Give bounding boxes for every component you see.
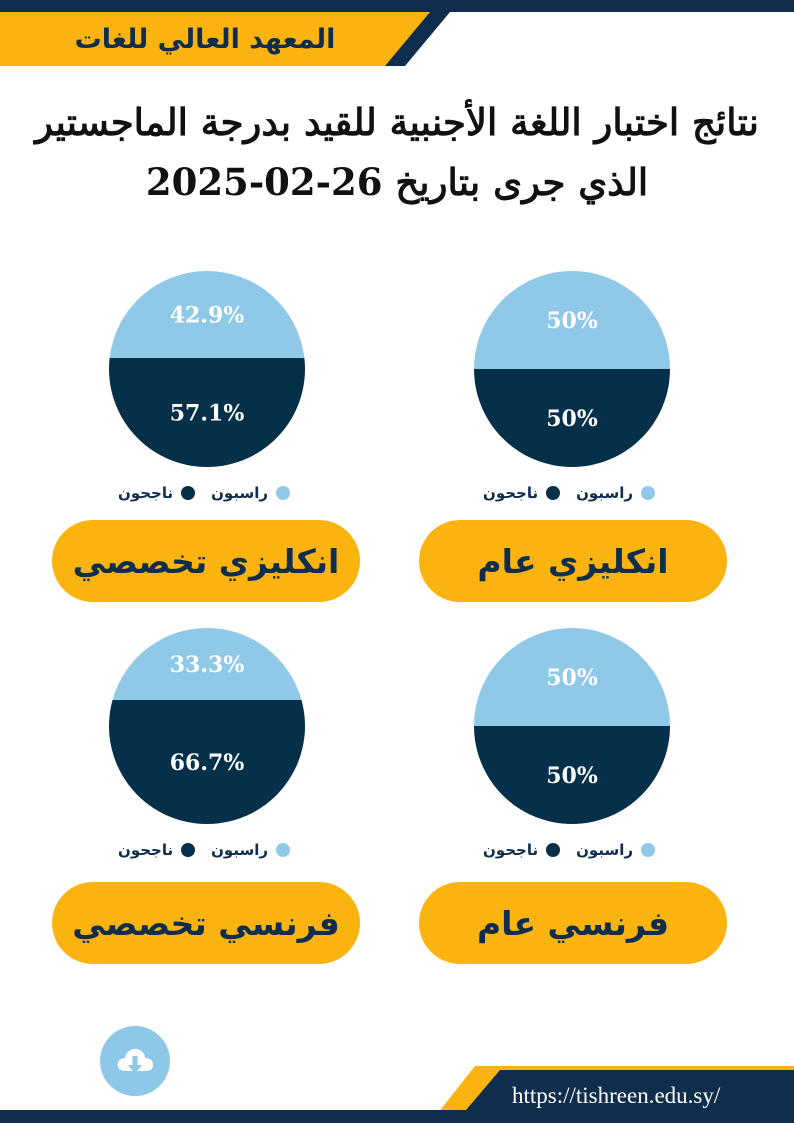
pie-label-passed: 57.1% <box>170 401 245 427</box>
legend-item-passed: ناجحون <box>118 838 196 862</box>
top-bar <box>0 0 794 12</box>
legend-french-general: راسبون ناجحون <box>449 838 689 862</box>
pie-label-failed: 50% <box>546 665 598 691</box>
pie-segment-failed <box>112 628 302 700</box>
legend-label-passed: ناجحون <box>118 841 174 859</box>
pie-chart-french-specialized: 33.3% 66.7% <box>109 628 305 824</box>
legend-label-failed: راسبون <box>576 484 633 502</box>
legend-label-passed: ناجحون <box>118 484 174 502</box>
pie-chart-english-general: 50% 50% <box>474 271 670 467</box>
legend-label-failed: راسبون <box>211 484 268 502</box>
footer-bar-navy-wedge <box>455 1070 794 1123</box>
legend-item-passed: ناجحون <box>483 838 561 862</box>
legend-dot-failed <box>275 486 290 500</box>
footer-bar <box>0 1066 794 1123</box>
legend-item-failed: راسبون <box>576 481 655 505</box>
legend-label-passed: ناجحون <box>483 484 539 502</box>
footer-url-link[interactable]: https://tishreen.edu.sy/ <box>512 1083 721 1108</box>
legend-dot-passed <box>181 843 196 857</box>
legend-label-passed: ناجحون <box>483 841 539 859</box>
label-english-specialized: انكليزي تخصصي <box>52 520 360 602</box>
legend-dot-passed <box>546 486 561 500</box>
legend-item-failed: راسبون <box>211 838 290 862</box>
label-french-specialized: فرنسي تخصصي <box>52 882 360 964</box>
legend-dot-failed <box>275 843 290 857</box>
legend-dot-failed <box>640 486 655 500</box>
label-english-general: انكليزي عام <box>419 520 727 602</box>
label-french-general: فرنسي عام <box>419 882 727 964</box>
pie-segment-failed <box>474 628 670 726</box>
footer-bar-navy <box>0 1110 794 1123</box>
download-button[interactable] <box>100 1026 170 1096</box>
legend-label-failed: راسبون <box>576 841 633 859</box>
pie-label-failed: 33.3% <box>170 652 245 678</box>
legend-dot-failed <box>640 843 655 857</box>
pie-segment-passed <box>474 369 670 467</box>
legend-dot-passed <box>181 486 196 500</box>
legend-english-general: راسبون ناجحون <box>449 481 689 505</box>
legend-label-failed: راسبون <box>211 841 268 859</box>
pie-label-passed: 50% <box>546 763 598 789</box>
pie-segment-failed <box>474 271 670 369</box>
page-title-line1: نتائج اختبار اللغة الأجنبية للقيد بدرجة … <box>35 100 759 144</box>
pie-label-failed: 50% <box>546 308 598 334</box>
legend-english-specialized: راسبون ناجحون <box>84 481 324 505</box>
institute-name: المعهد العالي للغات <box>74 24 336 55</box>
legend-item-passed: ناجحون <box>483 481 561 505</box>
pie-segment-passed <box>474 726 670 824</box>
pie-label-passed: 66.7% <box>170 750 245 776</box>
legend-item-failed: راسبون <box>576 838 655 862</box>
header-banner <box>0 12 450 66</box>
page-title-line2: الذي جرى بتاريخ 26-02-2025 <box>145 160 649 204</box>
legend-french-specialized: راسبون ناجحون <box>84 838 324 862</box>
pie-chart-french-general: 50% 50% <box>474 628 670 824</box>
pie-segment-failed <box>109 271 305 359</box>
header-banner-yellow <box>0 12 430 66</box>
pie-segment-passed <box>109 699 305 824</box>
legend-item-passed: ناجحون <box>118 481 196 505</box>
pie-label-passed: 50% <box>546 406 598 432</box>
legend-item-failed: راسبون <box>211 481 290 505</box>
legend-dot-passed <box>546 843 561 857</box>
cloud-download-icon <box>117 1048 154 1074</box>
pie-chart-english-specialized: 42.9% 57.1% <box>108 271 305 467</box>
pie-segment-passed <box>108 358 305 467</box>
pie-label-failed: 42.9% <box>170 303 245 329</box>
